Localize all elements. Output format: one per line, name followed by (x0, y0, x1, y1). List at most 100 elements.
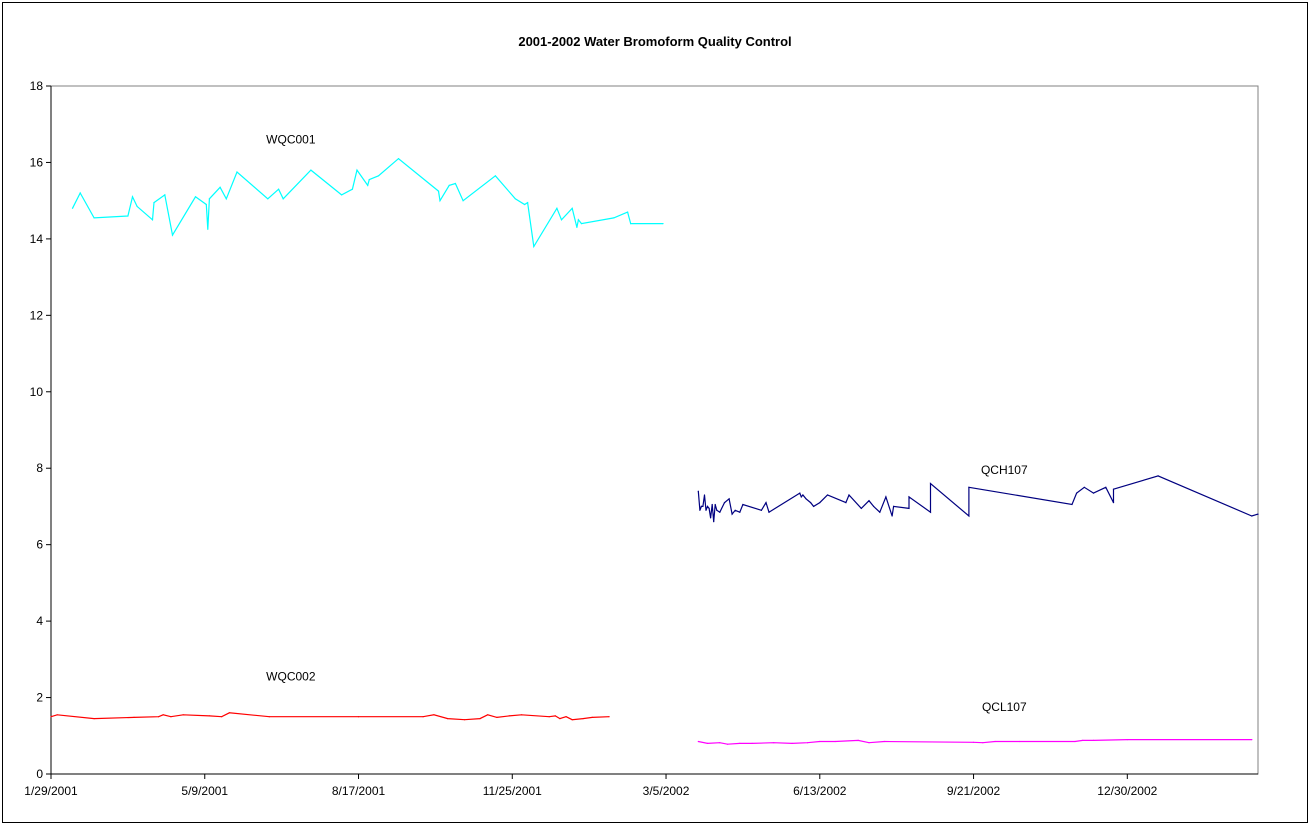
data-point (885, 496, 887, 498)
data-point (79, 192, 81, 194)
data-point (170, 716, 172, 718)
y-tick-label: 18 (30, 79, 44, 93)
data-point (221, 716, 223, 718)
data-point (219, 186, 221, 188)
data-point (716, 509, 718, 511)
data-point (367, 184, 369, 186)
data-point (433, 714, 435, 716)
data-point (883, 740, 886, 743)
data-point (982, 742, 984, 744)
data-point (1019, 740, 1021, 743)
data-point (728, 498, 730, 500)
data-point (908, 507, 910, 509)
data-point (1112, 502, 1115, 504)
data-point (93, 217, 95, 219)
y-tick-label: 2 (36, 691, 43, 705)
data-point (565, 716, 567, 718)
data-point (742, 503, 744, 506)
series-line-wqc002 (50, 712, 610, 721)
data-point (577, 219, 580, 221)
data-point (164, 194, 166, 196)
y-tick-label: 0 (36, 767, 43, 781)
data-point (56, 714, 58, 716)
data-point (773, 742, 775, 744)
data-point (1092, 492, 1095, 494)
data-point (845, 502, 847, 504)
data-point (891, 515, 893, 517)
data-point (714, 503, 716, 506)
series-wqc002: WQC002 (50, 669, 610, 721)
data-point (494, 175, 496, 177)
data-point (508, 715, 510, 717)
data-point (479, 718, 481, 720)
y-tick-label: 16 (30, 155, 44, 169)
data-point (194, 196, 197, 198)
data-point (972, 741, 975, 743)
data-point (848, 494, 850, 496)
data-point (699, 509, 701, 511)
data-point (608, 716, 610, 718)
data-point (1251, 515, 1253, 517)
data-point (153, 202, 155, 204)
data-point (1082, 739, 1084, 742)
data-point (556, 207, 558, 209)
data-point (208, 715, 210, 717)
data-point (765, 502, 767, 504)
series-qcl107: QCL107 (697, 700, 1253, 745)
series-wqc001: WQC001 (71, 132, 664, 249)
data-point (805, 498, 807, 500)
data-point (1092, 739, 1095, 742)
data-point (857, 739, 859, 742)
data-point (826, 494, 829, 496)
data-point (524, 203, 526, 206)
data-point (351, 188, 353, 190)
data-point (571, 719, 573, 721)
data-point (182, 714, 184, 716)
data-point (710, 517, 712, 519)
data-point (158, 716, 160, 718)
data-point (929, 482, 932, 485)
data-point (873, 505, 875, 507)
data-point (929, 511, 932, 513)
data-point (1071, 503, 1073, 506)
x-tick-label: 5/9/2001 (181, 784, 228, 798)
data-point (819, 502, 821, 504)
data-point (697, 740, 699, 743)
series-label-wqc001: WQC001 (266, 132, 316, 146)
series-line-wqc001 (71, 157, 663, 249)
data-point (819, 740, 821, 743)
data-point (1074, 740, 1076, 743)
y-tick-label: 8 (36, 461, 43, 475)
data-point (806, 742, 809, 744)
data-point (171, 234, 174, 236)
data-point (1083, 486, 1085, 488)
data-point (791, 742, 793, 745)
data-point (560, 219, 563, 221)
data-point (162, 714, 164, 716)
data-point (267, 198, 269, 200)
data-point (151, 219, 154, 221)
x-tick-label: 9/21/2002 (947, 784, 1001, 798)
data-point (514, 198, 516, 200)
axes: 0 2 4 6 8 10 12 14 16 18 1/29/2001 5/9/2001 8/17/200… (24, 79, 1258, 798)
data-point (713, 521, 715, 523)
y-tick-label: 4 (36, 614, 43, 628)
data-point (802, 494, 804, 496)
data-point (487, 714, 489, 716)
data-point (613, 217, 615, 219)
data-point (357, 716, 360, 718)
data-point (228, 712, 230, 714)
data-point (554, 715, 556, 717)
data-point (879, 511, 881, 513)
x-tick-label: 8/17/2001 (332, 784, 386, 798)
chart-title: 2001-2002 Water Bromoform Quality Contro… (518, 34, 792, 49)
data-point (908, 496, 910, 498)
data-point (1251, 739, 1253, 741)
data-point (447, 718, 449, 720)
data-point (527, 202, 529, 204)
data-point (341, 194, 343, 196)
data-point (93, 718, 95, 720)
series-line-qch107 (697, 475, 1259, 522)
data-point (868, 500, 870, 502)
data-point (439, 200, 441, 202)
